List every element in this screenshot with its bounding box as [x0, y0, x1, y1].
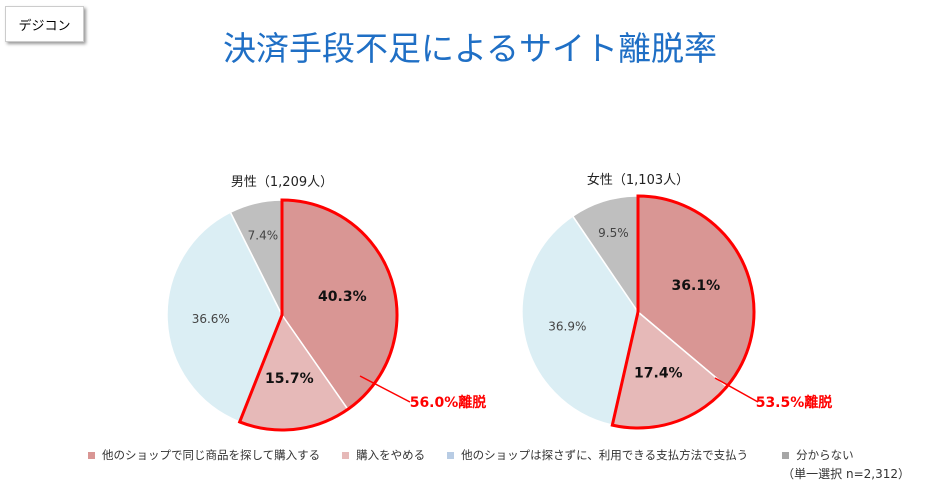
legend-swatch: [782, 451, 790, 459]
page-title: 決済手段不足によるサイト離脱率: [222, 29, 717, 68]
legend-label: 他のショップは探さずに、利用できる支払方法で支払う: [461, 448, 749, 462]
slice-label: 17.4%: [634, 365, 683, 381]
pie-slice: [521, 215, 639, 427]
legend-item: 購入をやめる: [342, 447, 425, 463]
highlight-outline: [237, 198, 399, 432]
pie-title: 女性（1,103人）: [587, 172, 689, 188]
slice-label: 36.6%: [192, 312, 230, 326]
legend-item: 他のショップで同じ商品を探して購入する: [88, 447, 320, 463]
pie-title: 男性（1,209人）: [231, 175, 333, 190]
legend-item: 他のショップは探さずに、利用できる支払方法で支払う: [447, 447, 748, 463]
legend-label: 購入をやめる: [356, 448, 426, 462]
slice-label: 15.7%: [265, 371, 314, 387]
callout-line: [359, 375, 411, 403]
slice-label: 9.5%: [598, 226, 629, 240]
sample-note: （単一選択 n=2,312）: [782, 467, 910, 481]
badge-button[interactable]: デジコン: [5, 6, 84, 42]
slice-label: 7.4%: [248, 228, 279, 242]
slice-label: 40.3%: [318, 289, 367, 305]
slice-label: 36.9%: [548, 319, 586, 333]
legend-label: 分からない: [796, 448, 854, 462]
legend-swatch: [447, 451, 455, 459]
legend-swatch: [88, 451, 95, 459]
pie-slice: [166, 211, 283, 423]
legend: 他のショップで同じ商品を探して購入する 購入をやめる 他のショップは探さずに、利…: [88, 447, 876, 463]
legend-item: 分からない: [782, 447, 854, 463]
highlight-label: 53.5%離脱: [756, 394, 833, 411]
legend-swatch: [342, 451, 350, 459]
highlight-outline: [610, 194, 756, 430]
legend-label: 他のショップで同じ商品を探して購入する: [102, 448, 321, 462]
highlight-label: 56.0%離脱: [410, 394, 487, 411]
callout-line: [714, 377, 759, 403]
slice-label: 36.1%: [672, 278, 721, 294]
